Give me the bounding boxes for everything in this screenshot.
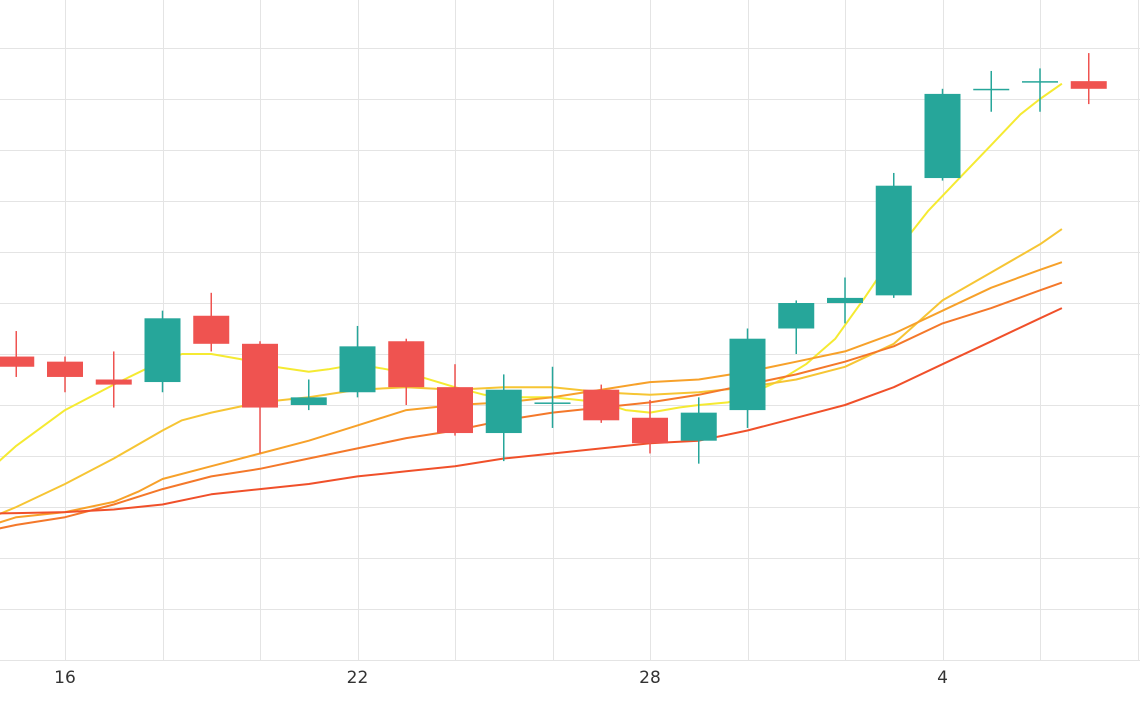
moving-average-lines — [0, 82, 1063, 530]
candle-down — [193, 292, 230, 352]
candle-up — [485, 374, 522, 462]
candle-up — [924, 88, 961, 181]
candle-body — [437, 387, 473, 434]
candle-down — [1070, 53, 1107, 105]
candle-body — [778, 303, 815, 329]
x-tick-label: 22 — [347, 668, 369, 688]
candle-body — [632, 417, 668, 444]
candle-up — [778, 300, 815, 354]
x-tick-label: 28 — [639, 668, 661, 688]
candle-body — [290, 397, 327, 405]
moving-average-line — [0, 261, 1063, 524]
grid — [0, 0, 1140, 661]
candle-down — [0, 331, 35, 377]
candle-up — [729, 328, 766, 428]
candle-down — [47, 356, 83, 393]
x-axis: 16222841014 — [54, 668, 948, 688]
candle-body — [0, 356, 35, 367]
candle-body — [388, 341, 425, 388]
candle-body — [193, 315, 230, 344]
candle-down — [95, 351, 132, 408]
candle-body — [47, 361, 83, 377]
candle-up — [875, 172, 912, 298]
candles — [0, 53, 1107, 464]
candle-body — [973, 88, 1010, 91]
x-tick-label: 4 — [937, 668, 948, 688]
candle-body — [534, 402, 571, 404]
candle-down — [583, 384, 620, 423]
candle-body — [339, 346, 376, 393]
x-tick-label: 16 — [54, 668, 76, 688]
candle-up — [973, 70, 1010, 112]
candle-body — [924, 93, 961, 179]
candle-body — [1022, 81, 1058, 83]
candle-up — [827, 277, 863, 324]
candle-body — [242, 343, 278, 408]
candle-down — [388, 338, 425, 405]
candle-down — [632, 399, 668, 454]
candle-up — [534, 366, 571, 428]
candle-body — [827, 297, 863, 303]
candle-up — [1022, 68, 1058, 112]
candle-up — [339, 325, 376, 398]
candle-body — [1070, 81, 1107, 89]
candle-body — [680, 412, 717, 441]
candle-body — [485, 389, 522, 434]
candle-body — [583, 389, 620, 421]
moving-average-line — [0, 228, 1063, 515]
candle-body — [144, 318, 181, 383]
candle-body — [95, 379, 132, 385]
candle-down — [242, 341, 278, 454]
candle-body — [875, 185, 912, 296]
candle-down — [437, 364, 473, 436]
candle-body — [729, 338, 766, 411]
candle-up — [290, 379, 327, 411]
candle-up — [144, 310, 181, 393]
candle-up — [680, 397, 717, 464]
